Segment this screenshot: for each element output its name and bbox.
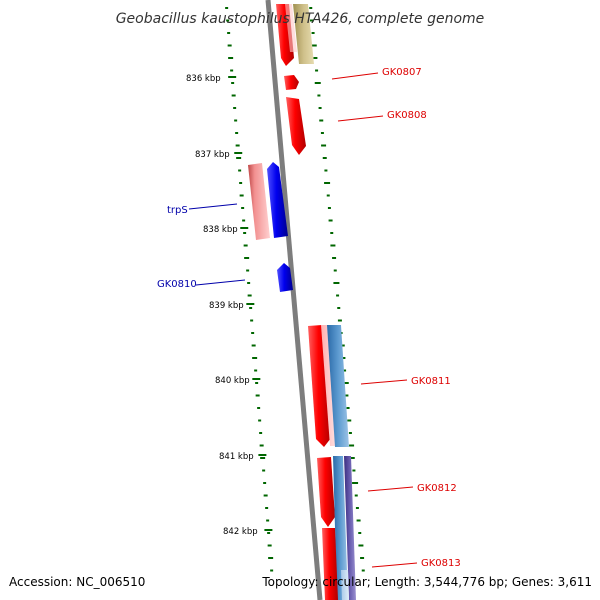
gene-trps-arrow (267, 162, 288, 238)
position-label: 837 kbp (195, 150, 230, 160)
gene-gk0812-arrow (317, 457, 335, 527)
gene-trps-pink-band (248, 163, 270, 240)
gene-label-gk0812: GK0812 (417, 483, 457, 494)
position-labels: 836 kbp 837 kbp 838 kbp 839 kbp 840 kbp … (186, 74, 258, 537)
position-label: 839 kbp (209, 301, 244, 311)
topology-text: Topology: circular; Length: 3,544,776 bp… (261, 575, 592, 589)
gene-gk0813-pale-band (341, 570, 349, 600)
leader-gk0812 (367, 486, 414, 492)
gene-labels: GK0807 GK0808 trpS GK0810 GK0811 GK0812 … (157, 67, 461, 569)
gene-gk0811-pale-band (321, 325, 336, 446)
leader-gk0808 (337, 115, 384, 122)
gene-gk0811-arrow (308, 325, 331, 447)
leader-gk0807 (331, 72, 379, 80)
gene-gk0807-fragment (284, 75, 299, 90)
gene-label-gk0813: GK0813 (421, 558, 461, 569)
gene-gk0812-steel-band (333, 456, 348, 600)
gene-gk0812-purple-band (344, 456, 356, 600)
gene-label-gk0810: GK0810 (157, 279, 197, 290)
gene-gk0807-olive-band (293, 4, 314, 64)
position-label: 840 kbp (215, 376, 250, 386)
gene-gk0810-arrow (277, 263, 293, 292)
gene-label-trps: trpS (167, 205, 188, 216)
gene-gk0807-light-band (285, 4, 297, 52)
position-label: 838 kbp (203, 225, 238, 235)
gene-label-gk0807: GK0807 (382, 67, 422, 78)
position-label: 836 kbp (186, 74, 221, 84)
gene-gk0811-steel-band (327, 325, 349, 447)
gene-label-gk0811: GK0811 (411, 376, 451, 387)
gene-gk0813-arrow (322, 528, 338, 600)
leader-gk0813 (371, 562, 418, 568)
gene-features (248, 4, 356, 600)
genome-backbone (265, 0, 323, 600)
leader-trps (188, 203, 238, 210)
genome-title: Geobacillus kaustophilus HTA426, complet… (116, 11, 485, 27)
leader-gk0810 (195, 279, 246, 286)
accession-text: Accession: NC_006510 (9, 575, 145, 589)
leader-gk0811 (360, 379, 408, 385)
position-label: 841 kbp (219, 452, 254, 462)
gene-label-gk0808: GK0808 (387, 110, 427, 121)
position-label: 842 kbp (223, 527, 258, 537)
gene-gk0808-arrow (286, 97, 306, 155)
gene-leader-lines (188, 72, 418, 568)
tick-rings (225, 7, 365, 572)
